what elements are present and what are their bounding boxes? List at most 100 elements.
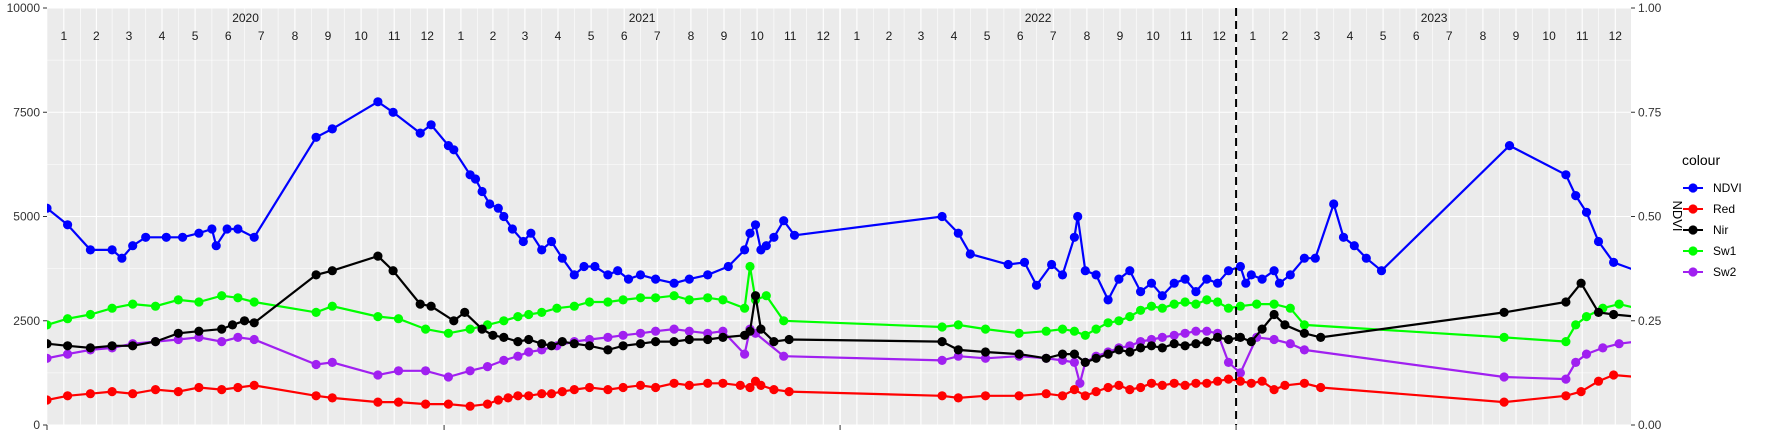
month-label: 4 bbox=[159, 29, 166, 43]
data-point-nir bbox=[1015, 350, 1024, 359]
data-point-sw2 bbox=[1731, 325, 1740, 334]
data-point-sw1 bbox=[1632, 304, 1641, 313]
data-point-red bbox=[128, 389, 137, 398]
data-point-ndvi bbox=[449, 145, 458, 154]
data-point-ndvi bbox=[1236, 262, 1245, 271]
data-point-red bbox=[1258, 377, 1267, 386]
data-point-sw1 bbox=[174, 295, 183, 304]
data-point-nir bbox=[328, 266, 337, 275]
data-point-sw2 bbox=[1724, 329, 1733, 338]
data-point-sw1 bbox=[603, 297, 612, 306]
data-point-sw2 bbox=[1598, 343, 1607, 352]
data-point-ndvi bbox=[1350, 241, 1359, 250]
data-point-red bbox=[736, 381, 745, 390]
data-point-nir bbox=[1224, 335, 1233, 344]
month-label: 12 bbox=[421, 29, 435, 43]
data-point-ndvi bbox=[966, 249, 975, 258]
data-point-sw1 bbox=[1170, 300, 1179, 309]
data-point-sw1 bbox=[954, 320, 963, 329]
data-point-nir bbox=[651, 337, 660, 346]
data-point-sw1 bbox=[1181, 297, 1190, 306]
data-point-sw1 bbox=[585, 297, 594, 306]
data-point-nir bbox=[603, 345, 612, 354]
data-point-ndvi bbox=[537, 245, 546, 254]
data-point-sw2 bbox=[373, 370, 382, 379]
data-point-red bbox=[1654, 377, 1663, 386]
data-point-nir bbox=[128, 341, 137, 350]
data-point-ndvi bbox=[478, 187, 487, 196]
data-point-sw1 bbox=[740, 304, 749, 313]
data-point-sw2 bbox=[670, 325, 679, 334]
month-label: 6 bbox=[1413, 29, 1420, 43]
data-point-red bbox=[1300, 379, 1309, 388]
month-label: 2 bbox=[93, 29, 100, 43]
data-point-nir bbox=[1191, 339, 1200, 348]
legend-key-point bbox=[1688, 267, 1697, 276]
data-point-ndvi bbox=[724, 262, 733, 271]
data-point-sw2 bbox=[1687, 325, 1696, 334]
month-label: 11 bbox=[388, 29, 401, 43]
data-point-nir bbox=[524, 335, 533, 344]
data-point-ndvi bbox=[1004, 260, 1013, 269]
month-label: 12 bbox=[1213, 29, 1227, 43]
data-point-nir bbox=[217, 325, 226, 334]
year-label: 2023 bbox=[1421, 11, 1448, 25]
data-point-ndvi bbox=[1241, 279, 1250, 288]
data-point-ndvi bbox=[1571, 191, 1580, 200]
data-point-ndvi bbox=[250, 233, 259, 242]
y-axis-title-right: NDVI bbox=[1670, 200, 1685, 231]
data-point-red bbox=[603, 385, 612, 394]
data-point-red bbox=[1609, 370, 1618, 379]
data-point-sw1 bbox=[250, 297, 259, 306]
data-point-sw1 bbox=[1500, 333, 1509, 342]
data-point-red bbox=[394, 398, 403, 407]
legend-item-ndvi: NDVI bbox=[1683, 181, 1742, 195]
data-point-ndvi bbox=[1202, 275, 1211, 284]
data-point-red bbox=[1224, 375, 1233, 384]
data-point-ndvi bbox=[1058, 270, 1067, 279]
data-point-ndvi bbox=[745, 229, 754, 238]
data-point-nir bbox=[1731, 333, 1740, 342]
data-point-nir bbox=[1158, 343, 1167, 352]
data-point-red bbox=[86, 389, 95, 398]
data-point-ndvi bbox=[1329, 199, 1338, 208]
data-point-sw1 bbox=[499, 316, 508, 325]
data-point-ndvi bbox=[1136, 287, 1145, 296]
data-point-sw2 bbox=[1224, 358, 1233, 367]
month-label: 7 bbox=[654, 29, 661, 43]
data-point-sw1 bbox=[685, 295, 694, 304]
data-point-sw1 bbox=[745, 262, 754, 271]
data-point-red bbox=[373, 398, 382, 407]
data-point-ndvi bbox=[1191, 287, 1200, 296]
data-point-ndvi bbox=[427, 120, 436, 129]
data-point-sw2 bbox=[651, 327, 660, 336]
data-point-ndvi bbox=[1759, 254, 1768, 263]
data-point-ndvi bbox=[86, 245, 95, 254]
data-point-red bbox=[312, 391, 321, 400]
data-point-sw1 bbox=[703, 293, 712, 302]
legend-key-point bbox=[1688, 183, 1697, 192]
data-point-sw2 bbox=[1582, 350, 1591, 359]
data-point-sw2 bbox=[1500, 372, 1509, 381]
data-point-ndvi bbox=[703, 270, 712, 279]
data-point-ndvi bbox=[1632, 266, 1641, 275]
data-point-nir bbox=[1687, 327, 1696, 336]
data-point-sw2 bbox=[63, 350, 72, 359]
data-point-ndvi bbox=[1702, 291, 1711, 300]
month-label: 10 bbox=[750, 29, 764, 43]
data-point-nir bbox=[1747, 320, 1756, 329]
data-point-sw1 bbox=[1654, 302, 1663, 311]
data-point-nir bbox=[1213, 333, 1222, 342]
data-point-ndvi bbox=[1125, 266, 1134, 275]
data-point-sw2 bbox=[1561, 375, 1570, 384]
data-point-ndvi bbox=[1247, 270, 1256, 279]
data-point-red bbox=[1158, 381, 1167, 390]
data-point-sw1 bbox=[636, 293, 645, 302]
data-point-ndvi bbox=[938, 212, 947, 221]
data-point-red bbox=[1070, 385, 1079, 394]
data-point-red bbox=[1577, 387, 1586, 396]
legend-key-point bbox=[1688, 246, 1697, 255]
data-point-ndvi bbox=[547, 237, 556, 246]
data-point-red bbox=[466, 402, 475, 411]
data-point-ndvi bbox=[1147, 279, 1156, 288]
